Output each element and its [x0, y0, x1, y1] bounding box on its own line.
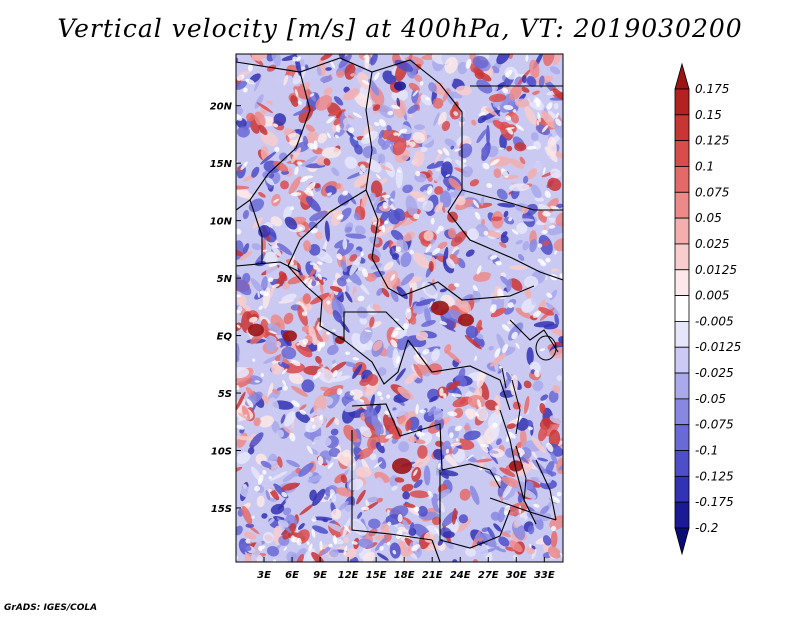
lat-label: 15S	[211, 504, 232, 515]
colorbar: 0.175 0.15 0.125 0.1 0.075 0.05 0.025 0.0125 0.0…	[674, 62, 741, 556]
lakes	[501, 335, 557, 503]
colorbar-label: 0.15	[695, 108, 722, 122]
colorbar-label: 0.025	[695, 237, 729, 251]
colorbar-label: 0.1	[695, 159, 714, 173]
colorbar-label: -0.1	[695, 444, 718, 458]
colorbar-label: 0.075	[695, 185, 729, 199]
lat-label: 10S	[211, 447, 232, 458]
map-frame	[235, 53, 564, 563]
longitude-axis: 3E 6E 9E 12E 15E 18E 21E 24E 27E 30E 33E	[257, 557, 555, 581]
colorbar-label: -0.0125	[695, 340, 741, 354]
lon-label: 6E	[285, 570, 299, 581]
colorbar-swatch	[674, 321, 690, 348]
lon-label: 18E	[394, 570, 415, 581]
lat-label: 5S	[218, 389, 232, 400]
colorbar-label: -0.175	[695, 495, 734, 509]
lat-label: 20N	[210, 102, 233, 113]
lon-label: 15E	[366, 570, 387, 581]
colorbar-swatch	[674, 501, 690, 529]
lon-label: 30E	[506, 570, 527, 581]
lon-label: 21E	[422, 570, 443, 581]
colorbar-swatch	[674, 166, 690, 193]
colorbar-swatch	[674, 62, 690, 90]
colorbar-swatch	[674, 269, 690, 296]
colorbar-label: 0.005	[695, 289, 729, 303]
country-borders	[236, 57, 563, 562]
colorbar-label: -0.05	[695, 392, 726, 406]
credit-label: GrADS: IGES/COLA	[4, 603, 98, 613]
colorbar-swatch	[674, 475, 690, 503]
colorbar-label: -0.025	[695, 366, 734, 380]
lon-label: 33E	[534, 570, 555, 581]
latitude-axis: 20N 15N 10N 5N EQ 5S 10S 15S	[210, 102, 241, 515]
colorbar-label: 0.125	[695, 134, 729, 148]
lon-label: 27E	[478, 570, 499, 581]
colorbar-label: -0.075	[695, 418, 734, 432]
colorbar-label: -0.2	[695, 521, 718, 535]
colorbar-swatch	[674, 372, 690, 400]
lon-label: 24E	[450, 570, 471, 581]
colorbar-swatch	[674, 191, 690, 219]
lat-label: 15N	[210, 159, 233, 170]
colorbar-label: -0.005	[695, 314, 734, 328]
lon-label: 9E	[313, 570, 327, 581]
colorbar-swatch	[674, 88, 690, 116]
colorbar-swatch	[674, 217, 690, 245]
lon-label: 12E	[338, 570, 359, 581]
colorbar-swatch	[674, 527, 690, 556]
colorbar-swatch	[674, 450, 690, 477]
colorbar-swatch	[674, 140, 690, 167]
map-title: Vertical velocity [m/s] at 400hPa, VT: 2…	[57, 14, 743, 43]
colorbar-label: -0.125	[695, 469, 734, 483]
lat-label: 10N	[210, 217, 233, 228]
colorbar-swatch	[674, 424, 690, 451]
colorbar-swatch	[674, 398, 690, 426]
colorbar-label: 0.0125	[695, 263, 737, 277]
colorbar-swatch	[674, 243, 690, 271]
colorbar-label: 0.05	[695, 211, 722, 225]
colorbar-swatch	[674, 346, 690, 374]
velocity-field	[236, 54, 563, 562]
lat-label: EQ	[217, 332, 233, 343]
lat-label: 5N	[217, 274, 233, 285]
lon-label: 3E	[257, 570, 271, 581]
colorbar-label: 0.175	[695, 82, 729, 96]
colorbar-swatch	[674, 114, 690, 142]
colorbar-swatch	[674, 295, 690, 322]
